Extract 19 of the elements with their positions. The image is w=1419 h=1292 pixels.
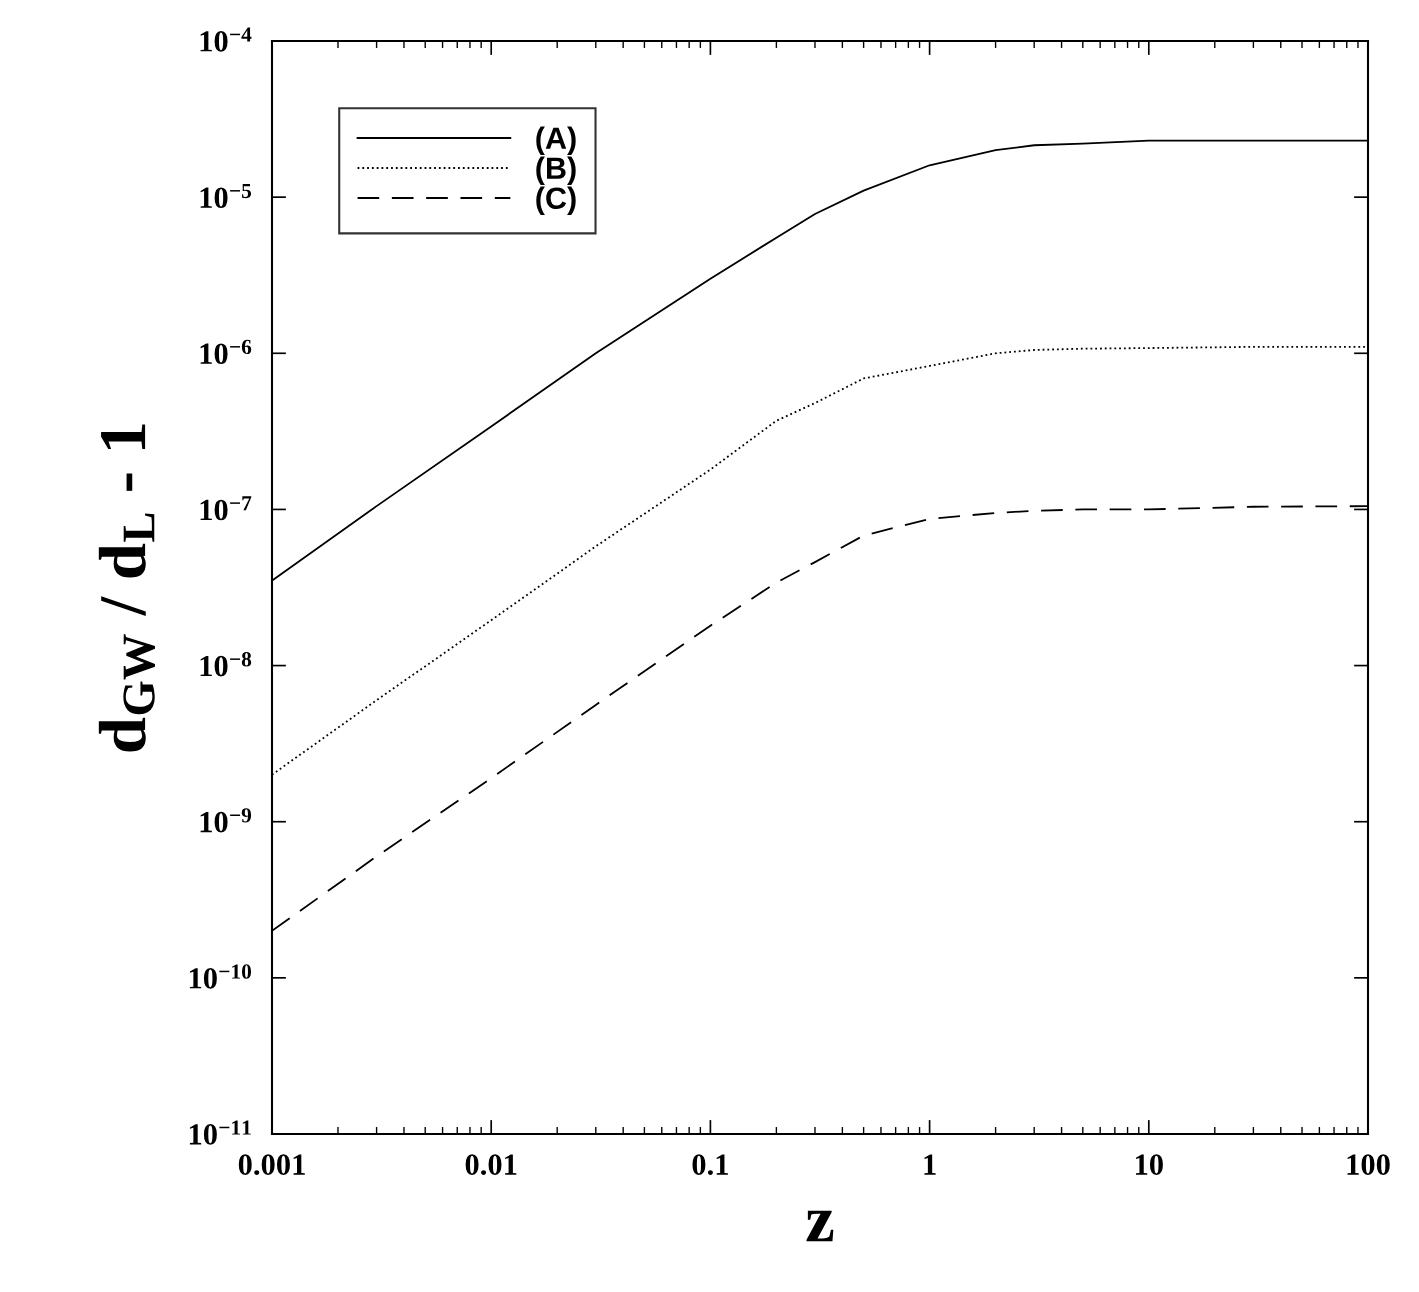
y-tick-label: 10$^{−9}$ [200, 808, 252, 833]
y-tick-label: 10$^{−10}$ [189, 964, 252, 989]
y-tick-label: 10$^{−6}$ [200, 339, 252, 365]
y-tick-label: 10$^{−7}$ [200, 496, 252, 521]
x-tick-label: 0.01 [465, 1154, 517, 1176]
y-tick-label: 10$^{−4}$ [200, 27, 252, 52]
legend-label: (B) [536, 156, 576, 186]
x-tick-label: 100 [1347, 1154, 1390, 1175]
x-tick-label: 1 [924, 1154, 936, 1175]
x-tick-label: 10 [1135, 1154, 1163, 1175]
y-axis-title: d$_{GW}$ / d$_{L}$ - 1 [98, 424, 155, 752]
y-tick-label: 10$^{−5}$ [200, 183, 252, 209]
x-tick-label: 0.001 [238, 1154, 305, 1176]
x-tick-label: 0.1 [692, 1154, 728, 1176]
y-tick-label: 10$^{−11}$ [189, 1120, 251, 1145]
legend-label: (A) [536, 126, 576, 156]
x-axis-title: z [806, 1210, 834, 1242]
legend-label: (C) [536, 186, 576, 216]
y-tick-label: 10$^{−8}$ [200, 652, 252, 677]
